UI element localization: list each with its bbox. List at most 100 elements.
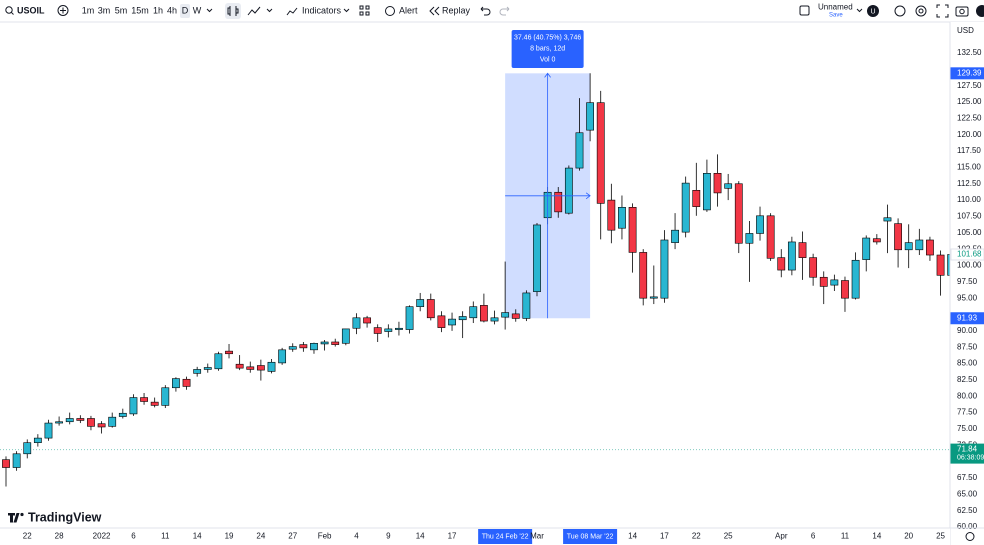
logo: TradingView bbox=[8, 510, 102, 524]
candle-body bbox=[182, 378, 191, 387]
alert-icon bbox=[385, 6, 395, 16]
search-icon[interactable] bbox=[5, 6, 13, 14]
timeframe-button[interactable]: 3m bbox=[98, 5, 111, 15]
candle-body bbox=[161, 387, 170, 406]
timeframe-button[interactable]: 5m bbox=[115, 5, 128, 15]
axis-settings[interactable] bbox=[965, 532, 975, 541]
chevron[interactable] bbox=[856, 8, 863, 13]
x-tick-label: 28 bbox=[55, 532, 64, 541]
replay-button[interactable]: Replay bbox=[442, 5, 471, 15]
candle-body bbox=[55, 421, 63, 424]
y-tick-label: 115.00 bbox=[957, 163, 981, 172]
y-tick-label: 97.50 bbox=[957, 277, 978, 286]
measure-text: 37.46 (40.75%) 3,746 bbox=[514, 34, 581, 41]
candle-body bbox=[320, 341, 329, 345]
drawing-icon[interactable] bbox=[247, 6, 261, 16]
candle-body bbox=[841, 280, 849, 299]
timeframe-button[interactable]: 1m bbox=[82, 5, 95, 15]
chevron[interactable] bbox=[206, 8, 213, 13]
fullscreen-icon[interactable] bbox=[936, 4, 949, 18]
y-tick-label: 62.50 bbox=[957, 506, 978, 515]
x-tick-label: 20 bbox=[904, 532, 913, 541]
candle-body bbox=[225, 350, 233, 355]
chevron[interactable] bbox=[343, 8, 350, 13]
candle-body bbox=[235, 363, 244, 369]
timeframe-button[interactable]: D bbox=[182, 5, 189, 15]
timeframe-button[interactable]: 1h bbox=[153, 5, 163, 15]
chevron[interactable] bbox=[266, 8, 273, 13]
measure-text: 8 bars, 12d bbox=[530, 45, 565, 52]
y-tick-label: 60.00 bbox=[957, 522, 978, 531]
price-label: 71.84 bbox=[957, 445, 978, 454]
candle-body bbox=[533, 224, 541, 292]
y-tick-label: 67.50 bbox=[957, 473, 978, 482]
avatar[interactable] bbox=[867, 5, 879, 17]
candle-body bbox=[607, 199, 616, 231]
redo-button[interactable] bbox=[499, 6, 510, 16]
y-tick-label: 77.50 bbox=[957, 408, 978, 417]
layout-name[interactable]: Unnamed bbox=[818, 3, 853, 12]
timeframe-button[interactable]: 15m bbox=[131, 5, 149, 15]
templates-icon[interactable] bbox=[359, 5, 370, 16]
settings-icon[interactable] bbox=[915, 5, 927, 17]
price-label-bg bbox=[950, 443, 984, 464]
candle-body bbox=[448, 318, 456, 326]
candle-body bbox=[416, 299, 425, 307]
publish-button[interactable] bbox=[976, 5, 984, 17]
candle-body bbox=[564, 167, 573, 214]
candle-body bbox=[649, 296, 658, 299]
alert-button[interactable]: Alert bbox=[399, 5, 418, 15]
timeframe-button[interactable]: W bbox=[193, 5, 202, 15]
y-tick-label: 132.50 bbox=[957, 48, 982, 57]
x-tick-label: 14 bbox=[416, 532, 425, 541]
layout-checkbox[interactable] bbox=[799, 5, 810, 16]
candle-body bbox=[97, 423, 106, 428]
timeframe-button[interactable]: 4h bbox=[167, 5, 177, 15]
candle-body bbox=[830, 279, 839, 286]
y-tick-label: 90.00 bbox=[957, 326, 978, 335]
x-tick-label: 17 bbox=[660, 532, 669, 541]
x-highlight-label: Tue 08 Mar '22 bbox=[567, 533, 614, 540]
x-tick-label: 14 bbox=[193, 532, 202, 541]
candle-body bbox=[936, 254, 945, 276]
candle-body bbox=[915, 239, 924, 251]
candle-body bbox=[490, 317, 499, 322]
candle-body bbox=[851, 259, 860, 299]
x-tick-label: 17 bbox=[448, 532, 457, 541]
candle-body bbox=[766, 215, 775, 259]
undo-button[interactable] bbox=[480, 6, 491, 16]
y-tick-label: 75.00 bbox=[957, 424, 978, 433]
candle-body bbox=[267, 361, 276, 372]
x-tick-label: 24 bbox=[256, 532, 265, 541]
candle-body bbox=[618, 206, 626, 229]
candle-body bbox=[692, 189, 701, 207]
candle-body bbox=[214, 353, 223, 370]
measure-high-label-bg bbox=[950, 67, 984, 80]
candle-body bbox=[501, 312, 510, 318]
candle-body bbox=[129, 397, 138, 415]
replay-icon bbox=[429, 6, 440, 16]
candle-body bbox=[819, 276, 828, 287]
candle-body bbox=[681, 182, 690, 233]
lightning-icon[interactable] bbox=[894, 5, 906, 17]
candle-body bbox=[511, 313, 520, 319]
symbol[interactable]: USOIL bbox=[17, 5, 45, 15]
candle-body bbox=[331, 341, 340, 345]
snapshot-icon[interactable] bbox=[955, 6, 969, 17]
candle-body bbox=[787, 241, 796, 271]
measure-low-label: 91.93 bbox=[957, 313, 978, 322]
candle-body bbox=[479, 305, 488, 322]
candle-body bbox=[798, 242, 807, 258]
candle-body bbox=[904, 242, 913, 251]
price-label-bg bbox=[950, 248, 984, 261]
candle-body bbox=[809, 257, 818, 278]
indicators-button[interactable]: Indicators bbox=[302, 5, 342, 15]
compare-button[interactable] bbox=[57, 5, 69, 16]
plus-icon bbox=[60, 7, 66, 14]
save-label[interactable]: Save bbox=[829, 13, 843, 19]
x-tick-label: 11 bbox=[161, 532, 170, 541]
y-tick-label: 107.50 bbox=[957, 212, 982, 221]
chart-type-button[interactable] bbox=[225, 3, 241, 19]
x-tick-label: 25 bbox=[724, 532, 733, 541]
